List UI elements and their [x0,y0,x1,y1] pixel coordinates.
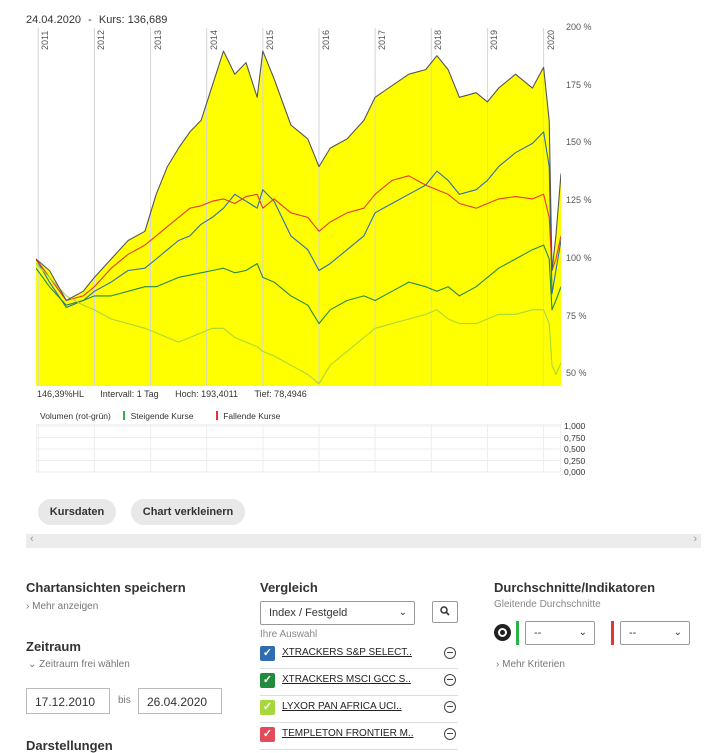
series-line-lightgreen [36,263,561,385]
year-label: 2018 [433,29,444,50]
year-label: 2014 [208,29,219,50]
scroll-right-icon[interactable]: › [693,533,697,545]
volume-chart [36,424,561,473]
indicator-select-2-value: -- [629,627,637,639]
chart-verkleinern-button[interactable]: Chart verkleinern [131,499,245,525]
main-series-line [36,50,561,302]
kurs-label: Kurs: [98,14,125,26]
volume-tick: 0,500 [564,444,586,454]
series-line-blue [36,131,561,309]
year-label: 2020 [545,29,556,50]
year-label: 2015 [264,29,275,50]
rising-marker [123,411,126,420]
comparison-link[interactable]: TEMPLETON FRONTIER M.. [282,728,414,739]
year-label: 2012 [96,29,107,50]
green-color-marker [516,621,519,645]
percent-tick: 100 % [566,252,592,263]
chevron-right-icon: › [26,601,30,612]
year-label: 2017 [377,29,388,50]
volume-tick: 1,000 [564,421,586,431]
remove-icon[interactable] [444,647,456,659]
date-from-input[interactable]: 17.12.2010 [26,688,110,714]
rising-label: Steigende Kurse [130,411,194,421]
zeitraum-link[interactable]: ⌄ Zeitraum frei wählen [28,659,130,670]
mehr-kriterien-link[interactable]: › Mehr Kriterien [496,659,565,670]
date-to-input[interactable]: 26.04.2020 [138,688,222,714]
vergleich-select[interactable]: Index / Festgeld ⌄ [260,601,415,625]
year-label: 2013 [152,29,163,50]
indicators-title: Durchschnitte/Indikatoren [494,580,656,595]
indicator-select-1-value: -- [534,627,542,639]
checkbox-icon[interactable]: ✓ [260,700,275,715]
chevron-down-icon: ⌄ [28,659,37,670]
comparison-list: ✓ XTRACKERS S&P SELECT.. ✓ XTRACKERS MSCI G… [260,642,458,750]
volume-plot-area [36,424,561,473]
comparison-item: ✓ TEMPLETON FRONTIER M.. [260,723,458,750]
percent-tick: 200 % [566,22,592,32]
chart-header: 24.04.2020 - Kurs: 136,689 [26,14,167,26]
save-views-title: Chartansichten speichern [26,580,186,595]
comparison-item: ✓ XTRACKERS MSCI GCC S.. [260,669,458,696]
chevron-down-icon: ⌄ [578,627,587,638]
search-button[interactable] [432,601,458,623]
volume-legend: Volumen (rot-grün) Steigende Kurse Falle… [40,411,280,421]
search-icon [440,606,450,616]
percent-tick: 75 % [566,310,587,321]
chevron-down-icon: ⌄ [398,607,407,618]
chevron-down-icon: ⌄ [673,627,682,638]
comparison-item: ✓ XTRACKERS S&P SELECT.. [260,642,458,669]
year-label: 2016 [320,29,331,50]
comparison-link[interactable]: XTRACKERS S&P SELECT.. [282,647,412,658]
remove-icon[interactable] [444,674,456,686]
falling-marker [215,411,218,420]
year-label: 2011 [40,30,51,50]
remove-icon[interactable] [444,701,456,713]
gleitende-label: Gleitende Durchschnitte [494,599,601,610]
series-line-green [36,244,561,325]
chart-date: 24.04.2020 [26,14,82,26]
percent-tick: 50 % [566,368,587,379]
hl-value: 146,39%HL [37,389,84,399]
volume-label: Volumen (rot-grün) [40,411,111,421]
checkbox-icon[interactable]: ✓ [260,646,275,661]
intervall-value: Intervall: 1 Tag [100,389,159,399]
volume-tick: 0,000 [564,467,586,477]
hoch-value: Hoch: 193,4011 [175,389,238,399]
chevron-right-icon: › [496,659,500,670]
bis-label: bis [118,695,131,706]
main-area [36,51,561,386]
red-color-marker [611,621,614,645]
radio-button[interactable] [494,624,511,641]
volume-tick: 0,750 [564,432,586,443]
vergleich-select-value: Index / Festgeld [269,607,348,619]
percent-tick: 150 % [566,137,592,148]
falling-label: Fallende Kurse [223,411,281,421]
horizontal-scrollbar[interactable]: ‹ › [26,533,701,548]
darstellungen-title: Darstellungen [26,738,113,753]
checkbox-icon[interactable]: ✓ [260,727,275,742]
percent-tick: 175 % [566,79,592,90]
mehr-anzeigen-link[interactable]: › Mehr anzeigen [26,601,99,612]
remove-icon[interactable] [444,728,456,740]
vergleich-title: Vergleich [260,580,318,595]
comparison-link[interactable]: XTRACKERS MSCI GCC S.. [282,674,411,685]
scroll-left-icon[interactable]: ‹ [30,533,34,545]
comparison-item: ✓ LYXOR PAN AFRICA UCI.. [260,696,458,723]
comparison-link[interactable]: LYXOR PAN AFRICA UCI.. [282,701,402,712]
indicator-select-1[interactable]: -- ⌄ [525,621,595,645]
checkbox-icon[interactable]: ✓ [260,673,275,688]
volume-tick: 0,250 [564,455,586,466]
price-chart[interactable] [36,28,561,386]
zeitraum-title: Zeitraum [26,639,81,654]
kursdaten-button[interactable]: Kursdaten [38,499,116,525]
ihre-auswahl-label: Ihre Auswahl [260,629,318,640]
year-label: 2019 [489,29,500,50]
header-separator: - [88,14,92,26]
kurs-value: 136,689 [127,14,168,26]
chart-info-line: 146,39%HL Intervall: 1 Tag Hoch: 193,401… [37,389,307,399]
series-line-red [36,175,561,302]
percent-tick: 125 % [566,195,592,206]
tief-value: Tief: 78,4946 [254,389,307,399]
indicator-select-2[interactable]: -- ⌄ [620,621,690,645]
